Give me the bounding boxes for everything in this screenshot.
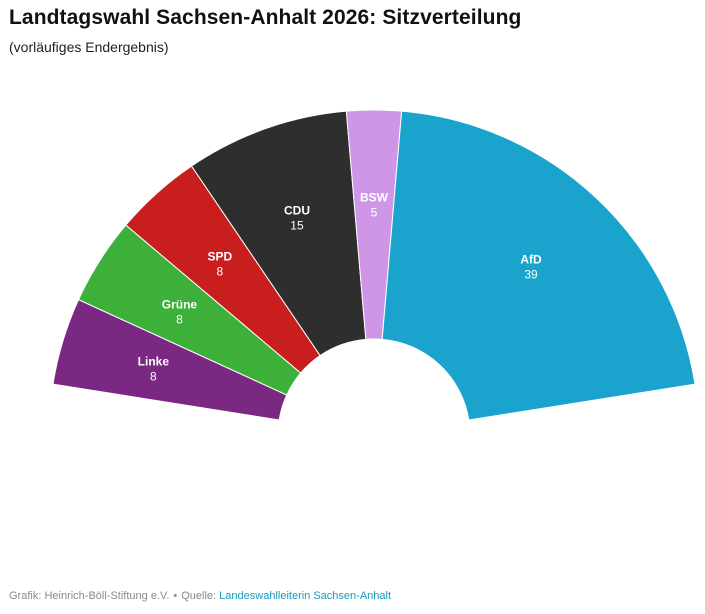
footer-credit-text: Grafik: Heinrich-Böll-Stiftung e.V. (9, 590, 170, 602)
segment-label-grüne: Grüne (162, 297, 198, 311)
footer-credit: Grafik: Heinrich-Böll-Stiftung e.V. • Quel… (9, 590, 391, 602)
segment-seats-linke: 8 (150, 369, 157, 383)
segment-seats-bsw: 5 (371, 206, 378, 220)
segment-seats-cdu: 15 (290, 219, 304, 233)
segment-seats-afd: 39 (524, 267, 538, 281)
chart-subtitle: (vorläufiges Endergebnis) (9, 39, 169, 55)
footer-separator: • (173, 590, 178, 602)
segment-label-spd: SPD (208, 250, 233, 264)
source-link[interactable]: Landeswahlleiterin Sachsen-Anhalt (219, 590, 392, 602)
seat-segment-cdu (190, 110, 367, 357)
segment-seats-grüne: 8 (176, 312, 183, 326)
segment-seats-spd: 8 (217, 265, 224, 279)
segment-label-afd: AfD (520, 252, 542, 266)
segment-label-linke: Linke (138, 354, 170, 368)
segment-label-cdu: CDU (284, 204, 310, 218)
segment-label-bsw: BSW (360, 191, 389, 205)
chart-title: Landtagswahl Sachsen-Anhalt 2026: Sitzve… (9, 6, 522, 29)
seat-segment-afd (381, 110, 696, 421)
footer-source-label: Quelle: (181, 590, 217, 602)
